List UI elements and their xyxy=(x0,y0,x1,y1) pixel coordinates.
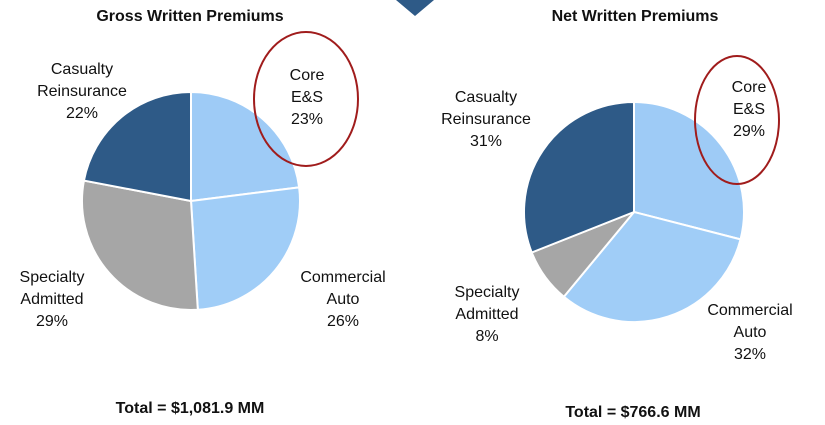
category-label: Commercial Auto xyxy=(707,302,793,341)
slice-label: Specialty Admitted 29% xyxy=(2,267,102,333)
category-label: Casualty Reinsurance xyxy=(37,61,127,100)
category-label: Casualty Reinsurance xyxy=(441,89,531,128)
value-label: 31% xyxy=(469,133,503,150)
chart-title: Gross Written Premiums xyxy=(96,8,284,25)
category-label: Commercial Auto xyxy=(300,269,386,308)
pie-slice xyxy=(82,90,192,203)
value-label: 26% xyxy=(326,313,360,330)
value-label: 32% xyxy=(733,346,767,363)
highlight-ellipse xyxy=(253,31,359,167)
decoration-arrow xyxy=(396,0,434,16)
pie-slice xyxy=(562,210,742,323)
highlight-ellipse xyxy=(694,55,780,185)
value-label: 29% xyxy=(35,313,69,330)
total-label: Total = $766.6 MM xyxy=(565,404,701,421)
slice-label: Casualty Reinsurance 31% xyxy=(426,87,546,153)
value-label: 29% xyxy=(732,123,766,140)
slice-label: Core E&S 23% xyxy=(272,65,342,131)
slice-label: Specialty Admitted 8% xyxy=(437,282,537,348)
slice-label: Commercial Auto 32% xyxy=(690,300,810,366)
category-label: Core E&S xyxy=(731,79,767,118)
chart-title: Net Written Premiums xyxy=(551,8,719,25)
category-label: Core E&S xyxy=(289,67,325,106)
category-label: Specialty Admitted xyxy=(454,284,520,323)
slice-label: Casualty Reinsurance 22% xyxy=(22,59,142,125)
slice-label: Core E&S 29% xyxy=(714,77,784,143)
pie-slice xyxy=(190,90,301,203)
total-label: Total = $1,081.9 MM xyxy=(115,400,265,417)
category-label: Specialty Admitted xyxy=(19,269,85,308)
slice-label: Commercial Auto 26% xyxy=(283,267,403,333)
value-label: 22% xyxy=(65,105,99,122)
pie-slice xyxy=(189,186,301,311)
value-label: 8% xyxy=(475,328,499,345)
pie-slice xyxy=(81,179,199,311)
pie-slice xyxy=(633,100,745,241)
pie-slice xyxy=(523,100,635,254)
value-label: 23% xyxy=(290,111,324,128)
